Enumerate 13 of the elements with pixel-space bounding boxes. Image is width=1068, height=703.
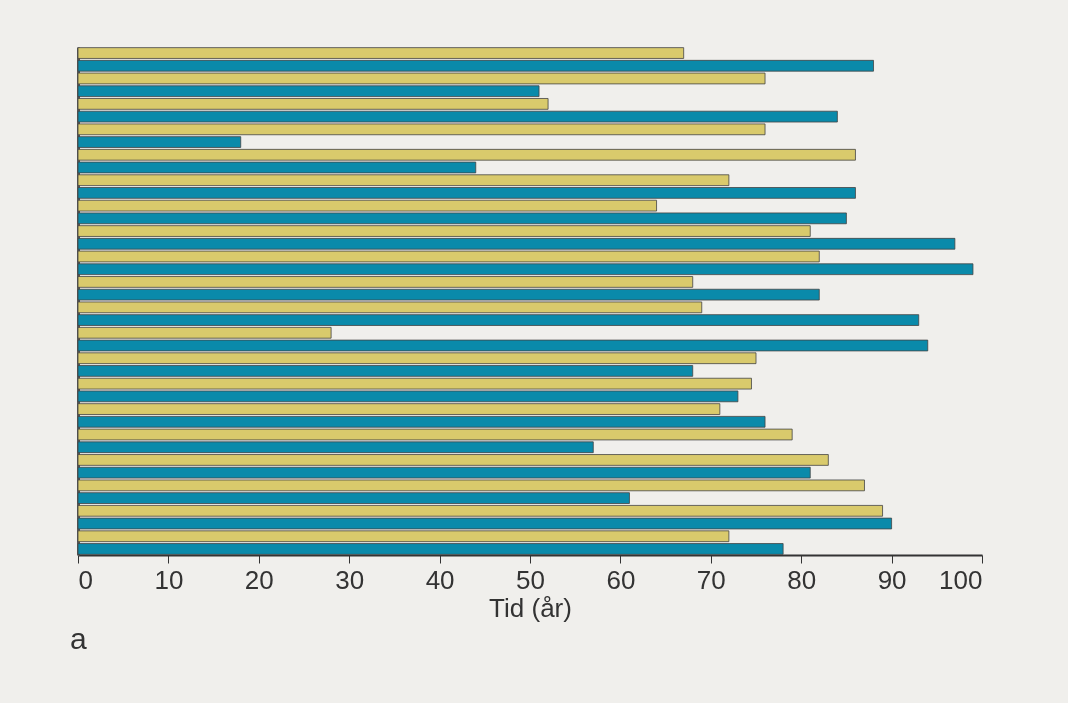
x-tick-label: 20 [244,564,274,595]
x-axis-title: Tid (år) [489,592,572,623]
x-tick-label: 90 [877,564,907,595]
x-tick-label: 50 [516,564,545,595]
x-tick-label: 40 [425,564,455,595]
x-tick-label: 10 [154,564,184,595]
x-tick-label: 80 [787,564,817,595]
text: a [70,622,87,656]
x-tick-label: 70 [696,564,726,595]
x-tick-label: 100 [939,564,983,595]
x-tick-label: 0 [78,564,93,595]
x-tick-label: 30 [335,564,365,595]
x-tick-label: 60 [606,564,636,595]
